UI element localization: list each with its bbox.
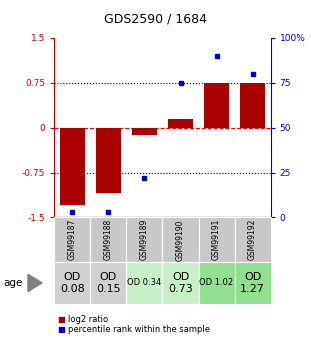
Text: OD
0.73: OD 0.73	[168, 272, 193, 294]
Text: GSM99191: GSM99191	[212, 219, 221, 260]
Text: OD 0.34: OD 0.34	[128, 278, 162, 287]
Bar	[168, 119, 193, 128]
Bar	[54, 262, 91, 304]
Bar	[132, 128, 157, 135]
Text: GSM99188: GSM99188	[104, 219, 113, 260]
Text: GSM99187: GSM99187	[68, 219, 77, 260]
Text: log2 ratio: log2 ratio	[68, 315, 109, 324]
Bar	[198, 217, 234, 262]
Bar	[204, 83, 229, 128]
Text: GSM99190: GSM99190	[176, 219, 185, 260]
Polygon shape	[28, 274, 42, 292]
Bar	[54, 217, 91, 262]
Bar	[127, 217, 162, 262]
Text: OD 1.02: OD 1.02	[199, 278, 234, 287]
Bar	[240, 83, 265, 128]
Bar	[162, 262, 198, 304]
Bar	[234, 262, 271, 304]
Text: OD
0.08: OD 0.08	[60, 272, 85, 294]
Bar	[198, 262, 234, 304]
Bar	[91, 217, 127, 262]
Bar	[127, 262, 162, 304]
Text: percentile rank within the sample: percentile rank within the sample	[68, 325, 211, 334]
Bar	[91, 262, 127, 304]
Text: GSM99192: GSM99192	[248, 219, 257, 260]
Bar	[96, 128, 121, 194]
Bar	[234, 217, 271, 262]
Bar	[60, 128, 85, 205]
Text: GSM99189: GSM99189	[140, 219, 149, 260]
Text: ■: ■	[58, 315, 65, 324]
Text: GDS2590 / 1684: GDS2590 / 1684	[104, 12, 207, 25]
Text: OD
1.27: OD 1.27	[240, 272, 265, 294]
Text: age: age	[3, 278, 22, 288]
Text: OD
0.15: OD 0.15	[96, 272, 121, 294]
Bar	[162, 217, 198, 262]
Text: ■: ■	[58, 325, 65, 334]
